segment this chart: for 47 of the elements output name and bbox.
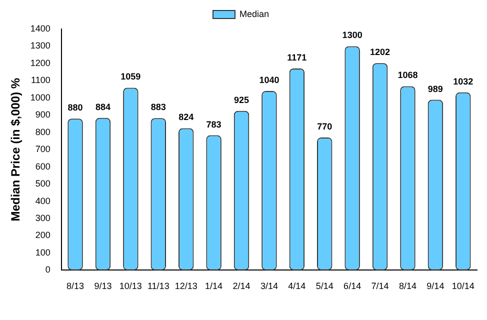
data-label: 1040 — [259, 75, 280, 86]
data-label: 925 — [234, 94, 250, 105]
y-axis-title: Median Price (in $,000) % — [8, 78, 23, 222]
y-tick-label: 200 — [35, 230, 50, 240]
y-tick-label: 1400 — [30, 23, 50, 34]
data-label: 770 — [317, 122, 332, 132]
data-label: 883 — [150, 102, 166, 112]
y-tick-label: 1100 — [31, 75, 50, 86]
data-label: 1059 — [120, 72, 141, 82]
x-tick-label: 4/14 — [288, 281, 306, 292]
x-tick-label: 5/14 — [316, 281, 334, 292]
y-tick-label: 900 — [35, 110, 50, 120]
data-label: 1068 — [398, 70, 418, 80]
x-tick-label: 12/13 — [174, 281, 198, 292]
y-tick-label: 0 — [45, 264, 50, 275]
y-tick-label: 600 — [35, 161, 50, 172]
data-label: 1171 — [287, 52, 307, 62]
y-tick-label: 100 — [35, 247, 50, 258]
x-tick-label: 9/14 — [426, 281, 444, 292]
y-tick-label: 800 — [35, 126, 50, 137]
x-tick-label: 10/14 — [452, 281, 474, 292]
x-tick-label: 9/13 — [94, 281, 112, 292]
x-tick-label: 1/14 — [205, 281, 223, 292]
y-tick-label: 500 — [35, 178, 50, 189]
data-label: 880 — [68, 102, 83, 113]
data-label: 1202 — [370, 47, 390, 58]
x-tick-label: 11/13 — [147, 281, 170, 292]
y-tick-label: 700 — [35, 144, 50, 154]
y-tick-label: 400 — [35, 196, 50, 206]
data-label: 884 — [95, 102, 110, 112]
legend-label: Median — [239, 8, 270, 19]
x-tick-label: 6/14 — [344, 281, 362, 292]
data-label: 824 — [178, 112, 194, 122]
y-tick-label: 1200 — [30, 58, 50, 68]
data-label: 783 — [206, 119, 222, 130]
x-tick-label: 8/13 — [66, 281, 84, 292]
x-tick-label: 8/14 — [398, 281, 417, 292]
data-label: 1032 — [453, 76, 474, 86]
data-label: 989 — [428, 84, 443, 94]
x-tick-label: 3/14 — [260, 281, 278, 292]
x-tick-label: 2/14 — [232, 281, 250, 292]
y-tick-label: 1300 — [30, 40, 50, 51]
data-label: 1300 — [342, 30, 362, 40]
y-tick-label: 300 — [35, 213, 50, 223]
y-tick-label: 1000 — [30, 92, 50, 102]
x-tick-label: 7/14 — [371, 281, 389, 292]
x-tick-label: 10/13 — [119, 281, 142, 292]
